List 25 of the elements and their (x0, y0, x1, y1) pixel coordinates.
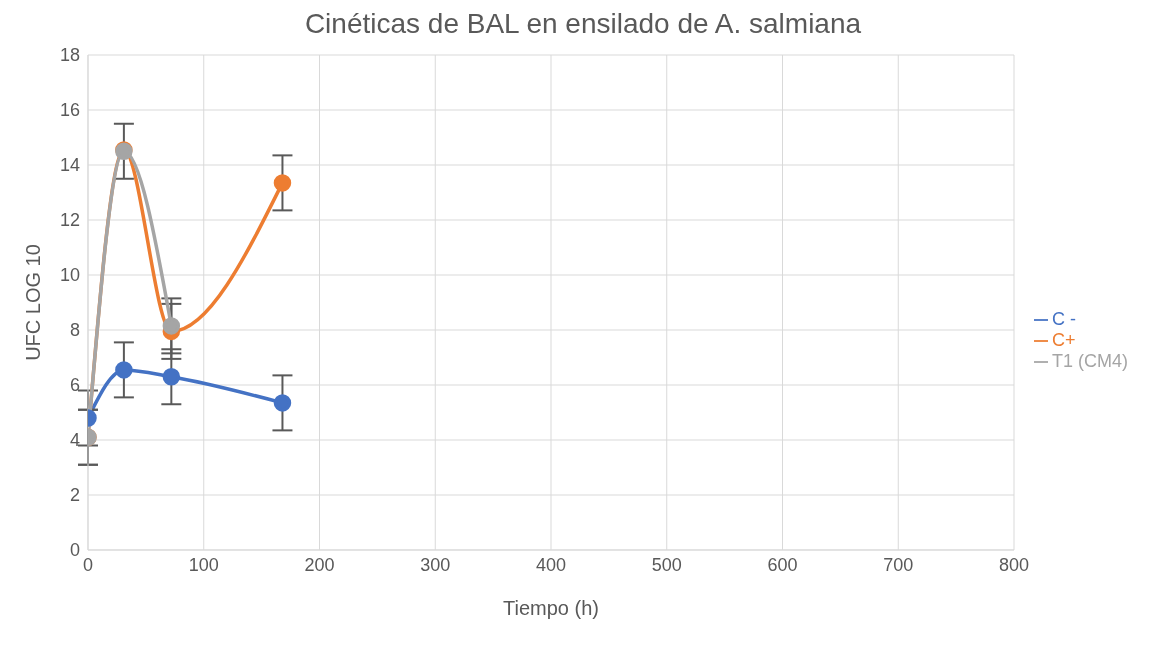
x-tick-label: 700 (883, 554, 914, 575)
x-tick-label: 800 (998, 554, 1030, 575)
legend-label: C - (1052, 308, 1076, 329)
legend-label: T1 (CM4) (1052, 350, 1128, 371)
x-tick-label: 100 (188, 554, 219, 575)
y-tick-label: 6 (69, 375, 80, 396)
y-tick-label: 18 (59, 45, 80, 66)
x-tick-label: 200 (304, 554, 335, 575)
x-tick-label: 0 (82, 554, 94, 575)
y-tick-label: 12 (59, 210, 80, 231)
x-tick-label: 300 (420, 554, 451, 575)
legend-label: C+ (1052, 329, 1076, 350)
x-tick-label: 500 (651, 554, 682, 575)
y-tick-label: 16 (59, 100, 80, 121)
y-tick-label: 14 (59, 155, 80, 176)
x-axis-title: Tiempo (h) (503, 597, 599, 619)
x-tick-label: 400 (535, 554, 567, 575)
y-tick-label: 0 (69, 540, 80, 561)
y-tick-label: 10 (59, 265, 80, 286)
y-tick-label: 4 (69, 430, 80, 451)
y-tick-label: 2 (69, 485, 80, 506)
y-axis-title: UFC LOG 10 (22, 244, 45, 361)
chart-title: Cinéticas de BAL en ensilado de A. salmiana (303, 8, 863, 40)
y-tick-label: 8 (69, 320, 80, 341)
x-tick-label: 600 (767, 554, 798, 575)
